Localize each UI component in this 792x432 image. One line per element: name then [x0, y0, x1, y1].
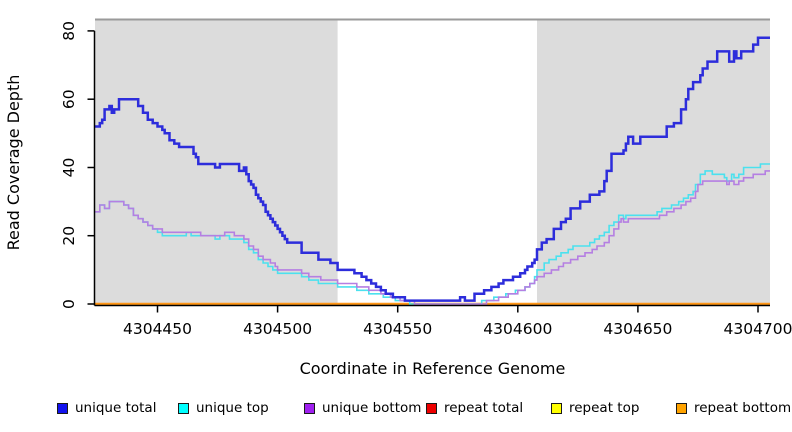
- series-line-unique-total: [95, 36, 770, 302]
- legend-label-repeat-bottom: repeat bottom: [694, 400, 792, 416]
- x-axis-title: Coordinate in Reference Genome: [299, 359, 566, 378]
- legend-swatch-repeat-total: [426, 402, 437, 414]
- legend-swatch-unique-bottom: [304, 402, 315, 414]
- shaded-region-0: [95, 19, 338, 306]
- x-tick-label: 4304700: [723, 320, 792, 338]
- legend-label-unique-top: unique top: [196, 400, 269, 416]
- legend-item-unique-bottom: unique bottom: [304, 400, 421, 416]
- legend-item-repeat-top: repeat top: [551, 400, 639, 416]
- y-axis-title: Read Coverage Depth: [4, 74, 23, 251]
- series-line-unique-bottom: [95, 170, 770, 305]
- legend-item-repeat-total: repeat total: [426, 400, 523, 416]
- x-tick-label: 4304500: [243, 320, 312, 338]
- y-tick-label: 0: [60, 299, 78, 309]
- x-tick-label: 4304550: [363, 320, 432, 338]
- legend-swatch-unique-total: [57, 402, 68, 414]
- legend-swatch-repeat-bottom: [676, 402, 687, 414]
- x-tick-label: 4304650: [603, 320, 672, 338]
- y-tick-label: 40: [60, 158, 78, 178]
- x-tick-label: 4304600: [483, 320, 552, 338]
- legend-label-repeat-top: repeat top: [569, 400, 640, 416]
- coverage-plot: 4304450 4304500 4304550 4304600 4304650 43047…: [60, 18, 792, 338]
- y-tick-label: 80: [60, 21, 78, 41]
- x-tick-label: 4304450: [123, 320, 192, 338]
- legend-swatch-unique-top: [178, 402, 189, 414]
- legend-label-repeat-total: repeat total: [444, 400, 524, 416]
- y-tick-label: 20: [60, 226, 78, 246]
- legend-label-unique-total: unique total: [75, 400, 157, 416]
- legend-label-unique-bottom: unique bottom: [322, 400, 422, 416]
- series-line-unique-top: [95, 163, 770, 305]
- y-tick-label: 60: [60, 89, 78, 109]
- legend-item-unique-total: unique total: [57, 400, 156, 416]
- legend-swatch-repeat-top: [551, 402, 562, 414]
- legend-item-repeat-bottom: repeat bottom: [676, 400, 791, 416]
- shaded-region-1: [537, 19, 770, 306]
- legend-item-unique-top: unique top: [178, 400, 269, 416]
